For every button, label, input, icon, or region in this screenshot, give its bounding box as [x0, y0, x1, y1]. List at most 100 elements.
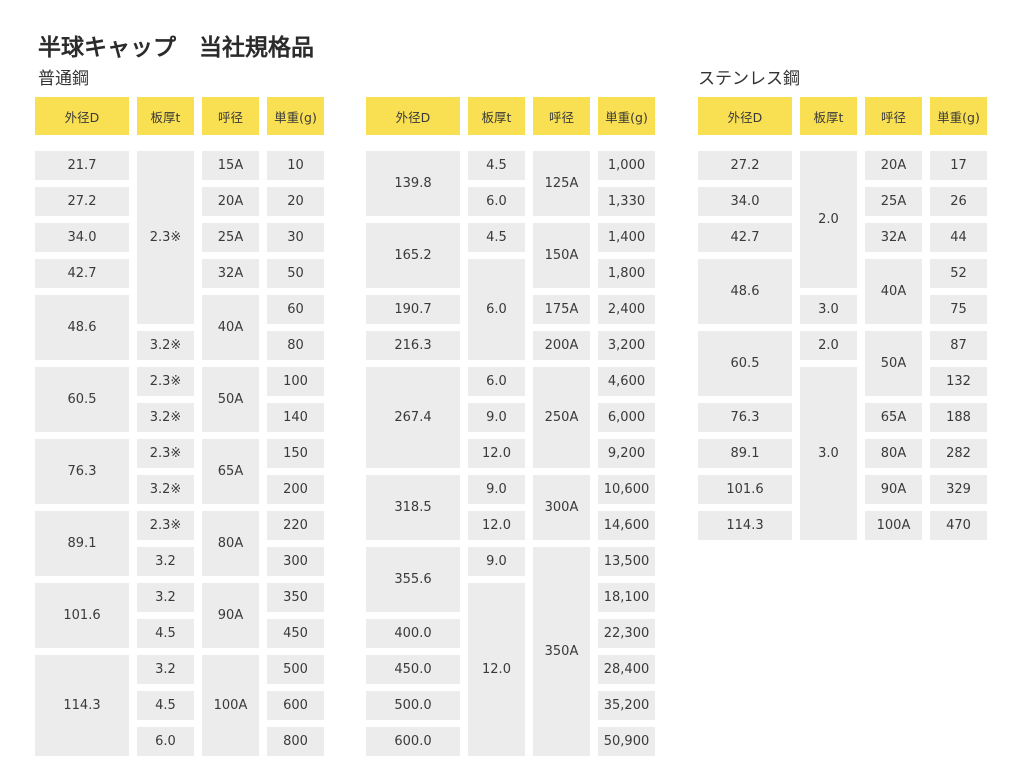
thickness-cell: 6.0	[137, 727, 194, 756]
unit-weight-cell: 9,200	[598, 439, 655, 468]
nominal-size-cell: 80A	[865, 439, 922, 468]
unit-weight-cell: 50,900	[598, 727, 655, 756]
outer-diameter-cell: 76.3	[698, 403, 792, 432]
unit-weight-cell: 329	[930, 475, 987, 504]
thickness-cell: 12.0	[468, 511, 525, 540]
unit-weight-cell: 44	[930, 223, 987, 252]
unit-weight-cell: 140	[267, 403, 324, 432]
header-outer-diameter: 外径D	[35, 97, 129, 135]
outer-diameter-cell: 450.0	[366, 655, 460, 684]
outer-diameter-cell: 48.6	[698, 259, 792, 324]
table-row: 34.0 25A 26	[698, 187, 987, 216]
unit-weight-cell: 22,300	[598, 619, 655, 648]
nominal-size-cell: 50A	[202, 367, 259, 432]
table-row: 500.0 35,200	[366, 691, 655, 720]
outer-diameter-cell: 27.2	[698, 151, 792, 180]
thickness-cell: 4.5	[468, 151, 525, 180]
unit-weight-cell: 2,400	[598, 295, 655, 324]
nominal-size-cell: 350A	[533, 547, 590, 756]
nominal-size-cell: 32A	[865, 223, 922, 252]
spec-table-stainless: 外径D 板厚t 呼径 単重(g) 27.2 2.0 20A 17 34.0 25A 26 42…	[690, 90, 995, 547]
header-spacer	[366, 142, 655, 144]
nominal-size-cell: 20A	[202, 187, 259, 216]
unit-weight-cell: 1,000	[598, 151, 655, 180]
unit-weight-cell: 188	[930, 403, 987, 432]
table-row: 190.7 175A 2,400	[366, 295, 655, 324]
thickness-cell: 3.2※	[137, 475, 194, 504]
outer-diameter-cell: 101.6	[35, 583, 129, 648]
outer-diameter-cell: 355.6	[366, 547, 460, 612]
thickness-cell: 6.0	[468, 187, 525, 216]
table-row: 3.2 300	[35, 547, 324, 576]
table-row: 12.0 9,200	[366, 439, 655, 468]
unit-weight-cell: 282	[930, 439, 987, 468]
section-label-steel: 普通鋼	[38, 69, 89, 89]
table-row: 216.3 200A 3,200	[366, 331, 655, 360]
unit-weight-cell: 20	[267, 187, 324, 216]
outer-diameter-cell: 500.0	[366, 691, 460, 720]
nominal-size-cell: 200A	[533, 331, 590, 360]
header-spacer	[698, 142, 987, 144]
thickness-cell: 2.0	[800, 151, 857, 288]
outer-diameter-cell: 114.3	[698, 511, 792, 540]
table-row: 139.8 4.5 125A 1,000	[366, 151, 655, 216]
nominal-size-cell: 125A	[533, 151, 590, 216]
thickness-cell: 9.0	[468, 475, 525, 504]
thickness-cell: 2.3※	[137, 511, 194, 540]
nominal-size-cell: 65A	[202, 439, 259, 504]
unit-weight-cell: 60	[267, 295, 324, 324]
unit-weight-cell: 500	[267, 655, 324, 684]
table-row: 101.6 90A 329	[698, 475, 987, 504]
thickness-cell: 2.3※	[137, 439, 194, 468]
thickness-cell: 9.0	[468, 547, 525, 576]
nominal-size-cell: 50A	[865, 331, 922, 396]
thickness-cell: 4.5	[137, 619, 194, 648]
header-spacer	[35, 142, 324, 144]
unit-weight-cell: 17	[930, 151, 987, 180]
unit-weight-cell: 600	[267, 691, 324, 720]
table-row: 27.2 2.0 20A 17	[698, 151, 987, 288]
unit-weight-cell: 13,500	[598, 547, 655, 576]
nominal-size-cell: 25A	[865, 187, 922, 216]
table-row: 76.3 65A 188	[698, 403, 987, 432]
nominal-size-cell: 65A	[865, 403, 922, 432]
spec-table-steel-1: 外径D 板厚t 呼径 単重(g) 21.7 2.3※ 15A 10 27.2 20A 20 3…	[27, 90, 332, 763]
nominal-size-cell: 90A	[865, 475, 922, 504]
unit-weight-cell: 80	[267, 331, 324, 360]
table-row: 34.0 25A 30	[35, 223, 324, 252]
thickness-cell: 3.2※	[137, 331, 194, 360]
thickness-cell: 3.0	[800, 295, 857, 324]
thickness-cell: 2.3※	[137, 367, 194, 396]
outer-diameter-cell: 165.2	[366, 223, 460, 288]
nominal-size-cell: 100A	[865, 511, 922, 540]
header-unit-weight: 単重(g)	[267, 97, 324, 135]
outer-diameter-cell: 27.2	[35, 187, 129, 216]
outer-diameter-cell: 190.7	[366, 295, 460, 324]
table-row: 600.0 50,900	[366, 727, 655, 756]
outer-diameter-cell: 267.4	[366, 367, 460, 468]
table-row: 9.0 6,000	[366, 403, 655, 432]
outer-diameter-cell: 318.5	[366, 475, 460, 540]
table-row: 318.5 9.0 300A 10,600	[366, 475, 655, 540]
outer-diameter-cell: 400.0	[366, 619, 460, 648]
unit-weight-cell: 75	[930, 295, 987, 324]
outer-diameter-cell: 216.3	[366, 331, 460, 360]
thickness-cell: 6.0	[468, 259, 525, 360]
table-row: 60.5 2.3※ 50A 100	[35, 367, 324, 432]
header-unit-weight: 単重(g)	[598, 97, 655, 135]
thickness-cell: 4.5	[137, 691, 194, 720]
nominal-size-cell: 300A	[533, 475, 590, 540]
outer-diameter-cell: 48.6	[35, 295, 129, 360]
thickness-cell: 12.0	[468, 583, 525, 756]
header-outer-diameter: 外径D	[698, 97, 792, 135]
thickness-cell: 3.2	[137, 655, 194, 684]
header-nominal-size: 呼径	[865, 97, 922, 135]
header-unit-weight: 単重(g)	[930, 97, 987, 135]
header-nominal-size: 呼径	[533, 97, 590, 135]
table-row: 76.3 2.3※ 65A 150	[35, 439, 324, 504]
thickness-cell: 12.0	[468, 439, 525, 468]
unit-weight-cell: 150	[267, 439, 324, 468]
table-row: 6.0 1,330	[366, 187, 655, 216]
table-row: 42.7 32A 44	[698, 223, 987, 252]
